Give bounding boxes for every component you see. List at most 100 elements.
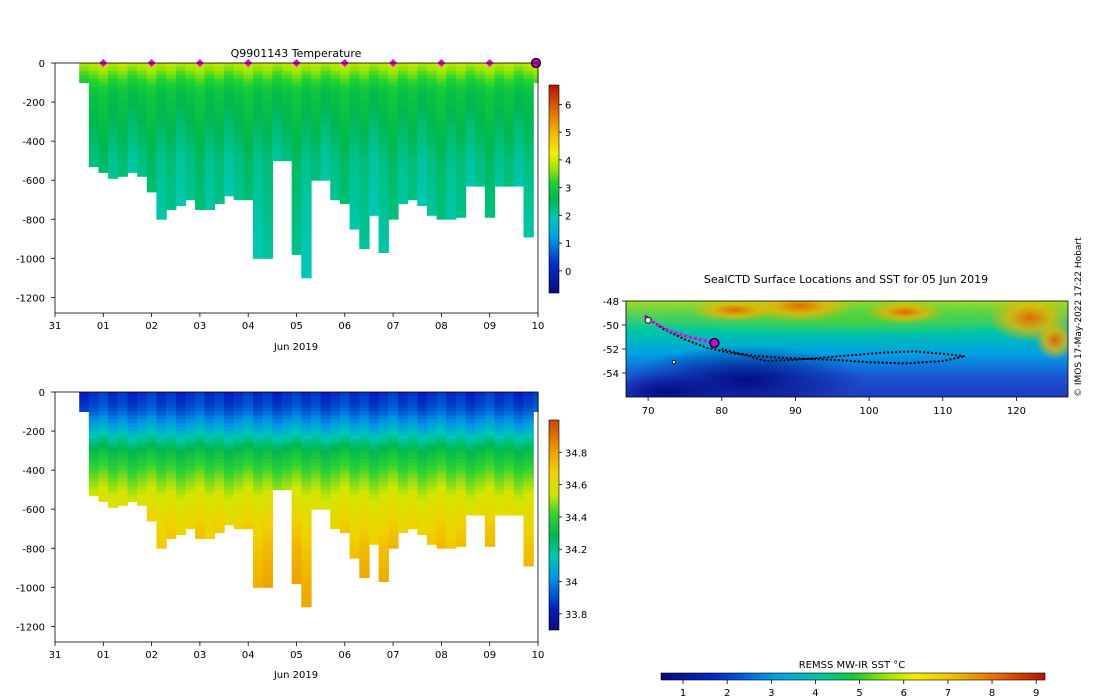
salinity-cell	[455, 403, 467, 409]
temperature-cell	[388, 184, 399, 189]
salinity-cell	[301, 602, 312, 608]
temperature-cell	[311, 94, 322, 99]
temperature-cell	[504, 152, 515, 158]
temperature-cell	[156, 98, 167, 103]
temperature-cell	[272, 133, 283, 138]
salinity-cell	[185, 435, 196, 440]
salinity-cell	[407, 481, 418, 487]
temperature-cell	[166, 117, 177, 123]
temperature-cell	[446, 156, 457, 162]
salinity-cell	[311, 395, 322, 401]
salinity-cell	[340, 458, 351, 463]
temperature-cell	[340, 102, 351, 107]
temperature-cell	[455, 63, 467, 68]
temperature-cell	[368, 164, 380, 169]
salinity-cell	[446, 427, 457, 432]
salinity-cell	[368, 458, 380, 463]
salinity-cell	[378, 427, 389, 432]
salinity-cell	[388, 481, 399, 487]
salinity-cell	[320, 427, 331, 432]
salinity-cell	[368, 532, 380, 537]
salinity-cell	[494, 462, 505, 467]
temperature-cell	[311, 133, 322, 138]
temperature-cell	[388, 199, 399, 205]
salinity-cell	[436, 431, 447, 436]
temperature-cell	[117, 133, 129, 138]
temperature-cell	[320, 74, 331, 80]
temperature-cell	[253, 98, 264, 103]
temperature-cell	[166, 141, 177, 146]
temperature-cell	[494, 129, 505, 134]
temperature-cell	[513, 137, 525, 142]
salinity-x-tick-label: 03	[194, 650, 207, 661]
temperature-cell	[368, 141, 380, 146]
salinity-cell	[475, 509, 486, 514]
temperature-cell	[156, 168, 167, 173]
temperature-cell	[291, 94, 302, 99]
salinity-cell	[446, 544, 457, 549]
salinity-cell	[455, 431, 467, 436]
temperature-cell	[243, 102, 254, 107]
salinity-cell	[253, 411, 264, 416]
temperature-cell	[494, 113, 505, 119]
temperature-cell	[117, 160, 129, 166]
temperature-cell	[340, 113, 351, 119]
temperature-cell	[465, 145, 476, 150]
salinity-cell	[494, 513, 505, 516]
salinity-cell	[417, 513, 428, 518]
salinity-cell	[378, 528, 389, 534]
salinity-cell	[397, 435, 409, 440]
temperature-cell	[301, 70, 312, 76]
salinity-cell	[291, 501, 302, 506]
temperature-cell	[88, 102, 100, 107]
salinity-cell	[368, 431, 380, 436]
temperature-cell	[166, 129, 177, 134]
salinity-cell	[166, 392, 177, 397]
salinity-cell	[436, 481, 447, 487]
salinity-cell	[378, 470, 389, 475]
salinity-cell	[533, 407, 539, 412]
temperature-cell	[117, 129, 129, 134]
temperature-cell	[426, 168, 438, 173]
temperature-cell	[436, 82, 447, 87]
salinity-cell	[214, 485, 225, 491]
temperature-cell	[108, 152, 119, 158]
salinity-cell	[494, 442, 505, 448]
temperature-cell	[291, 195, 302, 201]
temperature-cell	[504, 160, 515, 166]
salinity-cell	[214, 524, 225, 530]
salinity-cell	[446, 411, 457, 416]
temperature-cell	[88, 82, 100, 87]
temperature-cell	[195, 129, 206, 134]
temperature-cell	[436, 125, 447, 130]
salinity-cell	[253, 509, 264, 514]
temperature-cell	[455, 172, 467, 177]
temperature-cell	[117, 66, 129, 72]
temperature-cell	[465, 102, 476, 107]
temperature-cell	[513, 90, 525, 95]
temperature-cell	[368, 133, 380, 138]
salinity-cell	[146, 517, 158, 522]
salinity-cell	[233, 524, 244, 530]
temperature-cell	[185, 125, 196, 130]
salinity-cell	[214, 509, 225, 514]
salinity-cell	[455, 532, 467, 537]
temperature-cell	[195, 184, 206, 189]
salinity-cell	[233, 513, 244, 518]
sst-colorbar-tick-label: 9	[1033, 688, 1039, 699]
salinity-cell	[455, 528, 467, 534]
salinity-cell	[272, 485, 283, 491]
salinity-cell	[417, 419, 428, 424]
salinity-cell	[523, 560, 534, 565]
salinity-cell	[523, 462, 534, 467]
temperature-cell	[185, 172, 196, 177]
salinity-cell	[117, 485, 129, 491]
salinity-cell	[484, 415, 496, 420]
temperature-cell	[175, 176, 187, 181]
temperature-cell	[156, 117, 167, 123]
temperature-cell	[349, 191, 360, 197]
temperature-cell	[330, 137, 341, 142]
temperature-cell	[368, 195, 380, 201]
salinity-cell	[108, 411, 119, 416]
temperature-cell	[407, 74, 418, 80]
